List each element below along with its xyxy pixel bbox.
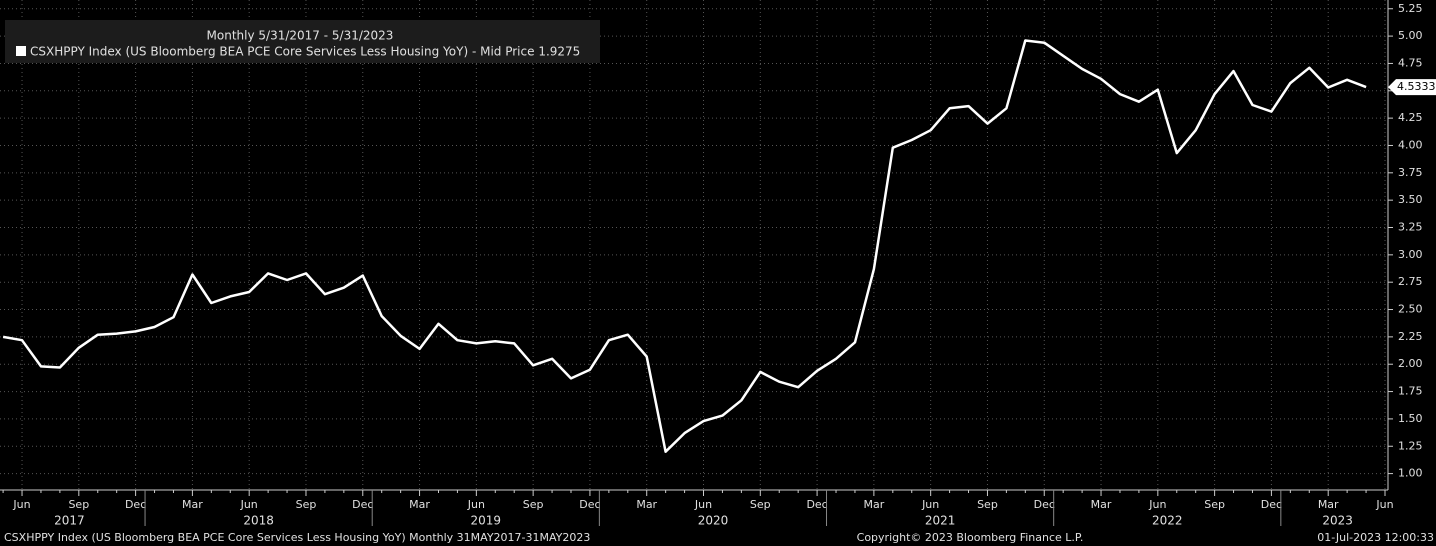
y-tick-label: 1.00 [1398,467,1423,480]
y-tick-label: 1.50 [1398,412,1423,425]
x-year-label: 2018 [243,514,274,528]
y-tick-label: 4.25 [1398,111,1423,124]
x-tick-label: Jun [240,498,258,511]
x-tick-label: Sep [68,498,89,511]
x-tick-label: Sep [296,498,317,511]
y-tick-label: 5.00 [1398,29,1423,42]
y-tick-label: 5.25 [1398,2,1423,15]
x-tick-label: Mar [636,498,657,511]
y-tick-label: 3.00 [1398,248,1423,261]
x-tick-label: Dec [125,498,146,511]
x-tick-label: Dec [806,498,827,511]
x-tick-label: Sep [977,498,998,511]
x-year-label: 2021 [925,514,956,528]
x-tick-label: Dec [352,498,373,511]
x-tick-label: Jun [694,498,712,511]
x-tick-label: Dec [579,498,600,511]
x-tick-label: Jun [467,498,485,511]
chart-title: Monthly 5/31/2017 - 5/31/2023 [207,29,394,43]
x-year-label: 2017 [54,514,85,528]
x-tick-label: Mar [409,498,430,511]
last-value-label: 4.5333 [1397,80,1436,93]
y-tick-label: 3.75 [1398,166,1423,179]
x-tick-label: Jun [1375,498,1393,511]
x-year-label: 2019 [471,514,502,528]
footer-center: Copyright© 2023 Bloomberg Finance L.P. [857,531,1084,544]
y-tick-label: 2.50 [1398,303,1423,316]
y-tick-label: 2.00 [1398,357,1423,370]
legend-swatch [16,46,26,56]
last-value-tag [1388,79,1436,96]
x-tick-label: Jun [12,498,30,511]
x-tick-label: Jun [1148,498,1166,511]
y-tick-label: 3.25 [1398,221,1423,234]
y-tick-label: 4.00 [1398,138,1423,151]
y-tick-label: 4.75 [1398,56,1423,69]
x-tick-label: Mar [863,498,884,511]
line-series [2,39,1367,453]
x-tick-label: Jun [921,498,939,511]
x-tick-label: Sep [750,498,771,511]
x-tick-label: Mar [1318,498,1339,511]
x-year-label: 2022 [1152,514,1183,528]
y-tick-label: 1.25 [1398,439,1423,452]
y-tick-label: 3.50 [1398,193,1423,206]
x-tick-label: Sep [1204,498,1225,511]
x-tick-label: Mar [182,498,203,511]
footer-left: CSXHPPY Index (US Bloomberg BEA PCE Core… [4,531,590,544]
y-tick-label: 1.75 [1398,385,1423,398]
x-tick-label: Sep [523,498,544,511]
y-tick-label: 2.25 [1398,330,1423,343]
footer-right: 01-Jul-2023 12:00:33 [1317,531,1434,544]
x-year-label: 2020 [698,514,729,528]
legend-label: CSXHPPY Index (US Bloomberg BEA PCE Core… [30,45,580,59]
legend-box [5,20,600,63]
y-tick-label: 2.75 [1398,275,1423,288]
x-year-label: 2023 [1322,514,1353,528]
x-tick-label: Dec [1034,498,1055,511]
x-tick-label: Dec [1261,498,1282,511]
x-tick-label: Mar [1091,498,1112,511]
